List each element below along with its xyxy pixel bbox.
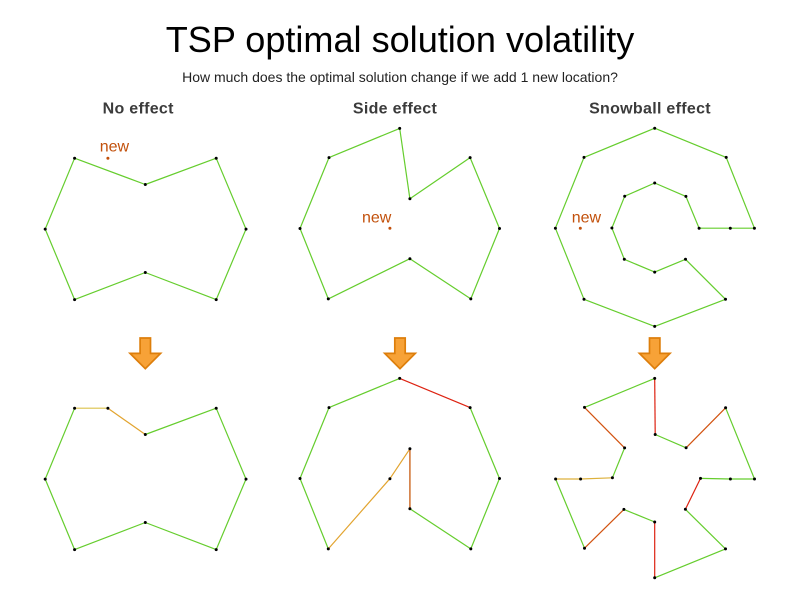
svg-text:How much does the optimal solu: How much does the optimal solution chang… [182,69,618,85]
svg-text:new: new [572,209,602,226]
svg-text:TSP optimal solution volatilit: TSP optimal solution volatility [166,19,635,60]
svg-text:new: new [362,209,392,226]
svg-text:No effect: No effect [103,101,175,118]
svg-text:Side effect: Side effect [353,101,438,118]
svg-text:new: new [100,139,130,156]
svg-text:Snowball effect: Snowball effect [589,101,711,118]
